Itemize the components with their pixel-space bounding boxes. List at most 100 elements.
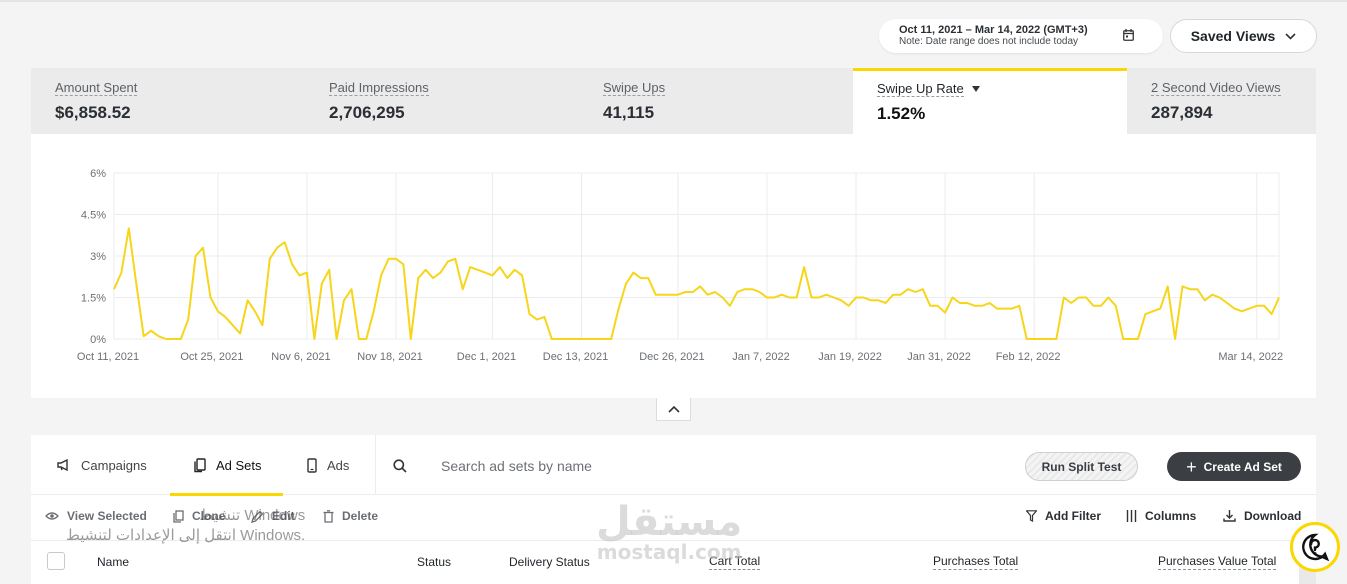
metric-value: 41,115 xyxy=(603,103,655,122)
x-tick-label: Oct 11, 2021 xyxy=(77,351,139,363)
ad-sets-table-panel: Campaigns Ad Sets Ads Run Split Test + xyxy=(31,435,1316,584)
x-tick-label: Jan 7, 2022 xyxy=(732,351,790,363)
column-header-status[interactable]: Status xyxy=(417,555,452,569)
y-tick-label: 1.5% xyxy=(81,293,106,305)
saved-views-button[interactable]: Saved Views xyxy=(1170,19,1317,53)
view-selected-button[interactable]: View Selected xyxy=(45,509,147,523)
tab-campaigns[interactable]: Campaigns xyxy=(57,435,147,495)
help-button[interactable] xyxy=(1290,522,1340,572)
clone-icon xyxy=(173,509,184,523)
date-range-label: Oct 11, 2021 – Mar 14, 2022 (GMT+3) xyxy=(899,24,1088,36)
columns-label: Columns xyxy=(1145,509,1197,523)
megaphone-icon xyxy=(57,459,68,471)
metric-amount-spent[interactable]: Amount Spent $6,858.52 xyxy=(31,68,305,134)
logo-arabic-text: مستقل xyxy=(596,499,743,545)
metric-label: Swipe Up Rate xyxy=(877,81,964,97)
x-tick-label: Oct 25, 2021 xyxy=(180,351,243,363)
collapse-chart-button[interactable] xyxy=(656,398,691,421)
top-divider xyxy=(0,0,1347,2)
chart-panel: 6% 4.5% 3% 1.5% 0% Oct 11, 2021 Oct 25, 2021 No… xyxy=(31,134,1316,398)
metric-label: Amount Spent xyxy=(55,80,138,96)
tab-ad-sets[interactable]: Ad Sets xyxy=(193,435,262,495)
metric-value: 287,894 xyxy=(1151,103,1213,122)
run-split-test-button[interactable]: Run Split Test xyxy=(1025,452,1138,481)
eye-icon xyxy=(45,512,59,520)
x-tick-label: Dec 13, 2021 xyxy=(543,351,608,363)
column-header-name[interactable]: Name xyxy=(97,555,130,569)
download-button[interactable]: Download xyxy=(1223,509,1301,523)
select-all-checkbox[interactable] xyxy=(47,552,65,570)
plus-icon: + xyxy=(1186,456,1197,477)
date-range-note: Note: Date range does not include today xyxy=(899,36,1079,47)
tab-label: Campaigns xyxy=(81,457,147,473)
windows-activation-watermark: تنشيط Windows انتقل إلى الإعدادات لتنشيط… xyxy=(66,506,305,546)
x-tick-label: Nov 6, 2021 xyxy=(271,351,330,363)
calendar-icon xyxy=(1123,29,1134,41)
metric-value: 1.52% xyxy=(877,104,926,123)
x-tick-label: Jan 19, 2022 xyxy=(818,351,882,363)
metric-tabs: Amount Spent $6,858.52 Paid Impressions … xyxy=(31,68,1316,135)
clone-button[interactable]: Clone xyxy=(173,509,225,523)
watermark-line-2: انتقل إلى الإعدادات لتنشيط Windows. xyxy=(66,527,306,544)
x-tick-label: Mar 14, 2022 xyxy=(1218,351,1283,363)
metric-label: Paid Impressions xyxy=(329,80,429,96)
caret-down-icon[interactable] xyxy=(971,86,980,92)
y-tick-label: 0% xyxy=(90,334,106,346)
trash-icon xyxy=(323,509,334,523)
column-header-purchases-total[interactable]: Purchases Total xyxy=(933,554,1019,570)
search-input[interactable] xyxy=(441,455,861,477)
swipe-up-rate-series-line xyxy=(113,227,1280,340)
create-ad-set-button[interactable]: + Create Ad Set xyxy=(1167,452,1301,481)
y-tick-label: 6% xyxy=(90,168,106,180)
edit-button[interactable]: Edit xyxy=(251,509,295,523)
adsets-icon xyxy=(194,457,206,472)
download-icon xyxy=(1223,510,1236,522)
logo-latin-text: mostaql.com xyxy=(596,540,742,564)
watermark-line-1: تنشيط Windows xyxy=(199,507,306,524)
tab-label: Ad Sets xyxy=(216,457,262,473)
active-tab-indicator xyxy=(170,493,283,496)
saved-views-label: Saved Views xyxy=(1190,28,1276,44)
search-icon xyxy=(393,459,407,473)
pencil-icon xyxy=(251,510,264,523)
table-header-row: Name Status Delivery Status Cart Total P… xyxy=(31,540,1316,584)
metric-swipe-ups[interactable]: Swipe Ups 41,115 xyxy=(579,68,853,134)
mostaql-logo: مستقل mostaql.com xyxy=(596,502,742,562)
metric-value: $6,858.52 xyxy=(55,103,131,122)
delete-button[interactable]: Delete xyxy=(323,509,378,523)
swipe-up-rate-chart: 6% 4.5% 3% 1.5% 0% Oct 11, 2021 Oct 25, 2021 No… xyxy=(77,168,1283,363)
y-tick-label: 4.5% xyxy=(81,210,106,222)
columns-icon xyxy=(1126,510,1137,522)
x-tick-label: Dec 1, 2021 xyxy=(457,351,516,363)
metric-value: 2,706,295 xyxy=(329,103,405,122)
metric-video-views[interactable]: 2 Second Video Views 287,894 xyxy=(1127,68,1316,134)
y-tick-label: 3% xyxy=(90,251,106,263)
tabs-divider xyxy=(375,435,376,495)
tab-label: Ads xyxy=(327,457,350,473)
column-header-purchases-value-total[interactable]: Purchases Value Total xyxy=(1158,554,1277,570)
metric-paid-impressions[interactable]: Paid Impressions 2,706,295 xyxy=(305,68,579,134)
x-tick-label: Nov 18, 2021 xyxy=(357,351,422,363)
phone-icon xyxy=(307,457,317,473)
actions-toolbar: View Selected Clone Edit Delete xyxy=(31,497,1316,537)
x-tick-label: Jan 31, 2022 xyxy=(907,351,971,363)
column-header-delivery-status[interactable]: Delivery Status xyxy=(509,555,590,569)
help-question-icon xyxy=(1302,533,1329,561)
tab-ads[interactable]: Ads xyxy=(307,435,349,495)
chevron-down-icon xyxy=(1285,32,1296,40)
entity-tabs: Campaigns Ad Sets Ads Run Split Test + xyxy=(31,435,1316,496)
metric-label: Swipe Ups xyxy=(603,80,666,96)
view-selected-label: View Selected xyxy=(67,509,147,523)
create-ad-set-label: Create Ad Set xyxy=(1203,459,1282,474)
add-filter-button[interactable]: Add Filter xyxy=(1026,509,1101,523)
date-range-picker[interactable]: Oct 11, 2021 – Mar 14, 2022 (GMT+3) Note… xyxy=(879,19,1163,53)
filter-icon xyxy=(1026,510,1037,522)
metric-swipe-up-rate[interactable]: Swipe Up Rate 1.52% xyxy=(853,68,1127,135)
column-header-cart-total[interactable]: Cart Total xyxy=(709,554,761,570)
columns-button[interactable]: Columns xyxy=(1126,509,1196,523)
x-tick-label: Feb 12, 2022 xyxy=(996,351,1061,363)
metric-label: 2 Second Video Views xyxy=(1151,80,1281,96)
x-tick-label: Dec 26, 2021 xyxy=(639,351,704,363)
delete-label: Delete xyxy=(342,509,379,523)
chevron-up-icon xyxy=(667,405,680,413)
